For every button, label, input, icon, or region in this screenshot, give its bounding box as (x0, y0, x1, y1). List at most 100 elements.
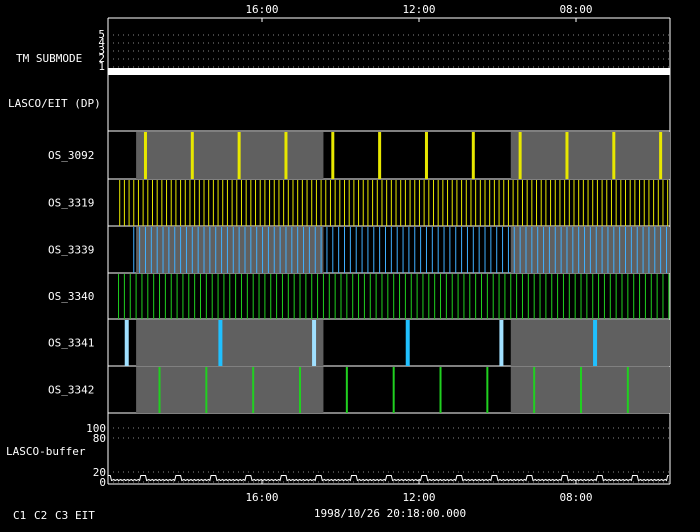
os-event-mark (442, 180, 444, 226)
os-gray-period (136, 367, 324, 413)
os-event-mark (328, 274, 330, 319)
os-event-mark (648, 180, 650, 226)
os-event-mark (367, 180, 369, 226)
os-event-mark (620, 180, 622, 226)
os-event-mark (533, 274, 535, 319)
os-event-mark (630, 227, 632, 273)
buffer-tick: 80 (93, 432, 106, 445)
os-event-mark (396, 227, 398, 273)
os-event-mark (587, 180, 589, 226)
os-event-mark (531, 180, 533, 226)
os-event-mark (589, 227, 591, 273)
os-event-mark (434, 274, 436, 319)
os-event-mark (358, 180, 360, 226)
os-event-mark (190, 132, 194, 179)
os-event-mark (439, 367, 442, 413)
os-event-mark (273, 227, 275, 273)
os-event-mark (592, 274, 594, 319)
os-event-mark (531, 227, 533, 273)
os-event-mark (580, 367, 583, 413)
os-event-mark (147, 180, 149, 226)
os-event-mark (601, 227, 603, 273)
os-event-mark (203, 180, 205, 226)
os-event-mark (180, 227, 182, 273)
os-event-mark (554, 227, 556, 273)
os-event-mark (572, 227, 574, 273)
os-event-mark (626, 367, 629, 413)
os-event-mark (297, 227, 299, 273)
os-event-mark (463, 274, 465, 319)
os-event-mark (270, 274, 272, 319)
os-event-mark (449, 227, 451, 273)
os-event-mark (373, 227, 375, 273)
os-event-mark (346, 274, 348, 319)
os-event-mark (414, 227, 416, 273)
os-event-mark (431, 227, 433, 273)
buffer-tick: 100 (86, 422, 106, 435)
os-event-mark (278, 180, 280, 226)
os-event-mark (516, 274, 518, 319)
os-event-mark (299, 274, 301, 319)
os-event-mark (191, 227, 193, 273)
os-event-mark (443, 227, 445, 273)
os-event-mark (123, 274, 125, 319)
os-event-mark (128, 180, 130, 226)
os-event-mark (180, 180, 182, 226)
os-event-mark (466, 227, 468, 273)
os-event-mark (215, 227, 217, 273)
os-event-mark (484, 227, 486, 273)
os-event-mark (560, 227, 562, 273)
os-event-mark (437, 227, 439, 273)
os-event-mark (221, 227, 223, 273)
os-event-mark (326, 227, 328, 273)
os-event-mark (445, 274, 447, 319)
os-event-mark (124, 320, 129, 366)
os-event-mark (566, 227, 568, 273)
os-event-mark (188, 274, 190, 319)
os-event-mark (184, 180, 186, 226)
os-event-mark (475, 180, 477, 226)
os-event-mark (410, 274, 412, 319)
os-event-mark (573, 180, 575, 226)
os-event-mark (603, 274, 605, 319)
os-event-mark (507, 227, 509, 273)
os-event-mark (315, 180, 317, 226)
os-event-mark (518, 132, 522, 179)
os-event-mark (634, 180, 636, 226)
os-event-mark (150, 227, 152, 273)
os-event-mark (609, 274, 611, 319)
os-event-mark (425, 227, 427, 273)
os-event-mark (135, 274, 137, 319)
instrument-legend: C1 C2 C3 EIT (13, 509, 95, 522)
tm-submode-bar (108, 68, 670, 75)
os-event-mark (194, 274, 196, 319)
os-row: OS_3340 (48, 274, 670, 319)
os-event-mark (455, 227, 457, 273)
buffer-tick: 0 (99, 476, 106, 489)
os-event-mark (284, 132, 288, 179)
os-event-mark (489, 180, 491, 226)
os-event-mark (409, 180, 411, 226)
os-event-mark (198, 180, 200, 226)
os-event-mark (305, 274, 307, 319)
os-event-mark (314, 227, 316, 273)
os-event-mark (264, 274, 266, 319)
os-event-mark (592, 180, 594, 226)
os-event-mark (559, 180, 561, 226)
os-event-mark (478, 227, 480, 273)
top-time-label: 12:00 (402, 3, 435, 16)
os-event-mark (595, 227, 597, 273)
bottom-time-axis: 16:00 12:00 08:00 (245, 491, 592, 504)
os-event-mark (158, 367, 161, 413)
os-event-mark (387, 274, 389, 319)
os-event-mark (621, 274, 623, 319)
os-event-mark (334, 180, 336, 226)
os-event-mark (143, 132, 147, 179)
tm-submode-label: TM SUBMODE (16, 52, 82, 65)
os-event-mark (340, 274, 342, 319)
os-event-mark (212, 180, 214, 226)
os-event-mark (648, 227, 650, 273)
os-event-mark (208, 180, 210, 226)
